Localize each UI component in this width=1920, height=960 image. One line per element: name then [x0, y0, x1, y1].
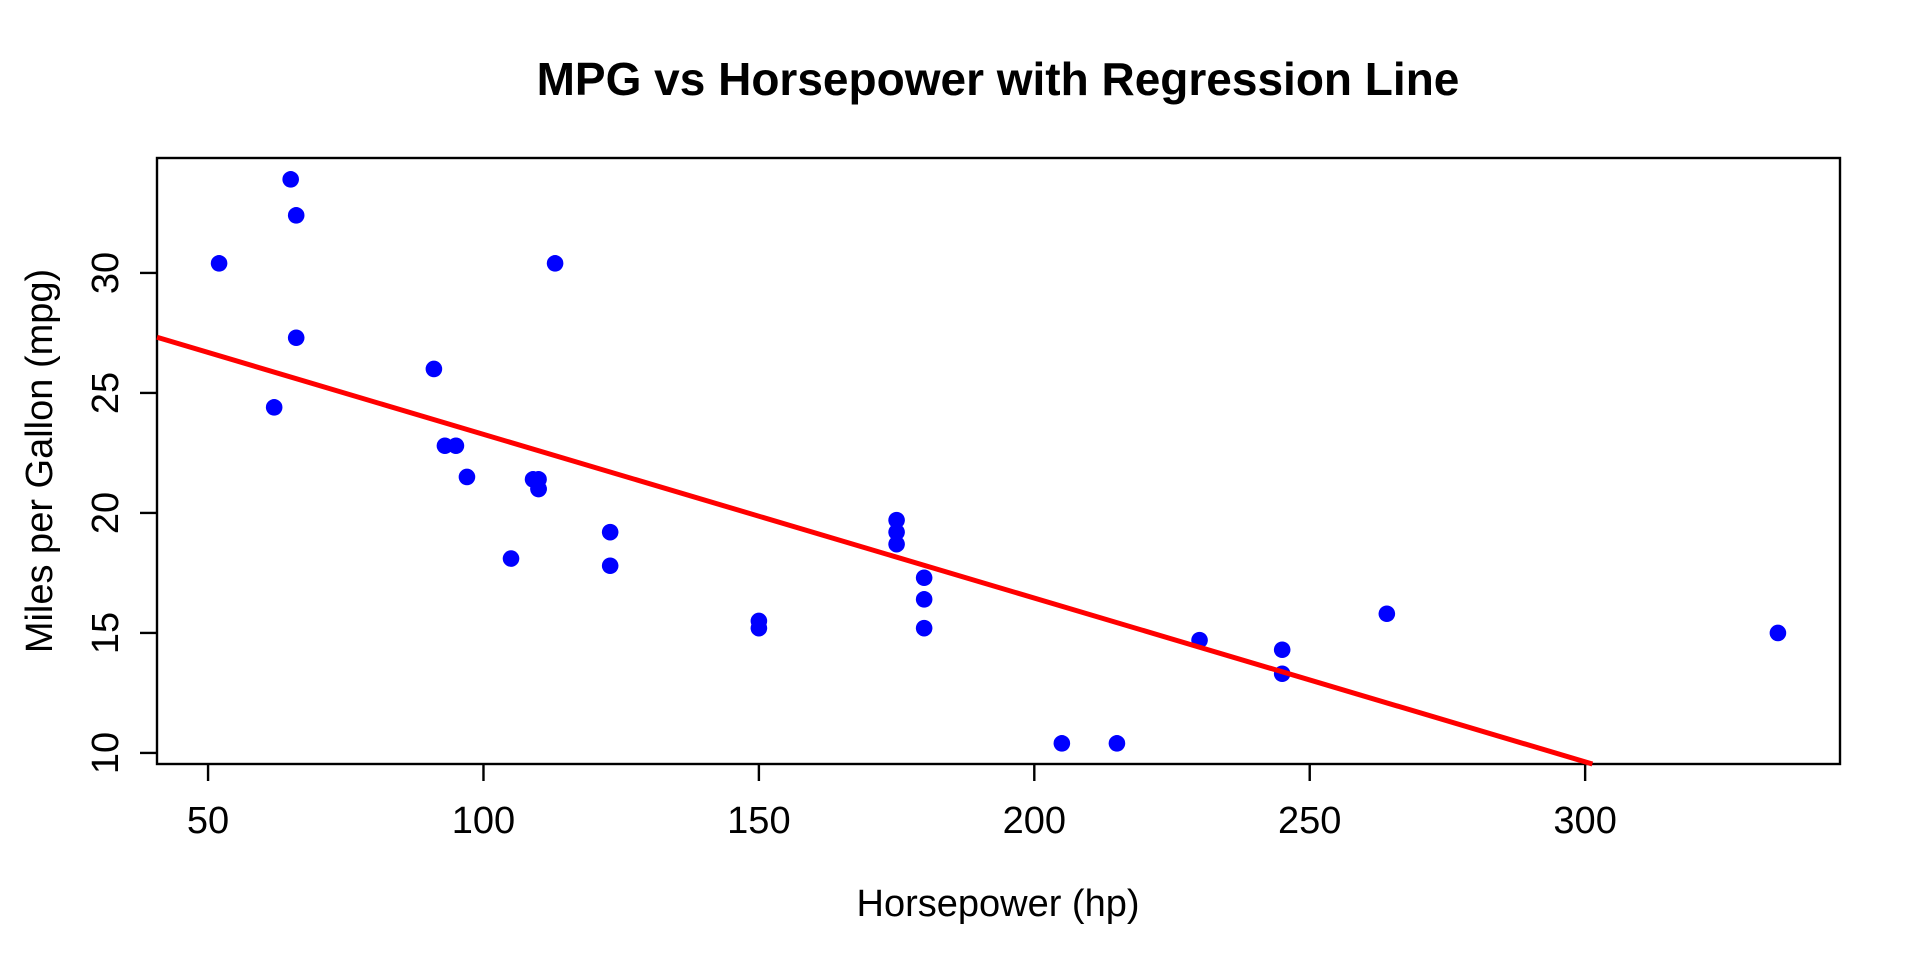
data-point — [888, 523, 905, 541]
data-point — [425, 360, 443, 378]
plot-area: 50 100 150 200 250 300 10 15 20 25 30 — [85, 156, 1842, 842]
regression-line — [156, 334, 1594, 767]
x-tick-label: 300 — [1553, 800, 1616, 842]
data-point — [287, 207, 305, 224]
data-point — [210, 255, 228, 272]
x-tick-label: 50 — [187, 800, 229, 842]
data-point — [1378, 605, 1396, 623]
data-point — [915, 619, 933, 637]
x-axis-label: Horsepower (hp) — [857, 883, 1140, 925]
y-tick-label: 20 — [85, 492, 127, 534]
data-point — [502, 550, 520, 567]
data-point — [287, 329, 305, 347]
data-point — [915, 591, 933, 608]
chart-title: MPG vs Horsepower with Regression Line — [537, 53, 1460, 105]
x-tick-label: 200 — [1003, 800, 1066, 842]
data-point — [1769, 624, 1787, 642]
data-point — [750, 619, 768, 637]
data-point — [546, 255, 564, 272]
data-point — [524, 471, 542, 488]
data-point — [915, 569, 933, 587]
plot-border — [155, 156, 1842, 766]
data-point — [1108, 735, 1126, 752]
y-tick-label: 30 — [85, 252, 127, 294]
x-tick-label: 150 — [727, 800, 790, 842]
y-axis-label: Miles per Gallon (mpg) — [19, 269, 61, 653]
data-point — [282, 171, 299, 188]
data-point — [1053, 735, 1071, 752]
data-point — [888, 535, 905, 553]
data-point — [888, 511, 905, 529]
data-point — [601, 557, 619, 575]
data-point — [458, 468, 476, 486]
y-tick-label: 25 — [85, 372, 127, 414]
data-point — [265, 399, 283, 416]
data-point — [601, 523, 619, 541]
x-tick-label: 100 — [452, 800, 515, 842]
data-point — [1273, 641, 1291, 659]
y-tick-label: 10 — [85, 732, 127, 774]
y-tick-label: 15 — [85, 612, 127, 654]
x-tick-label: 250 — [1278, 800, 1341, 842]
data-point — [447, 437, 465, 455]
